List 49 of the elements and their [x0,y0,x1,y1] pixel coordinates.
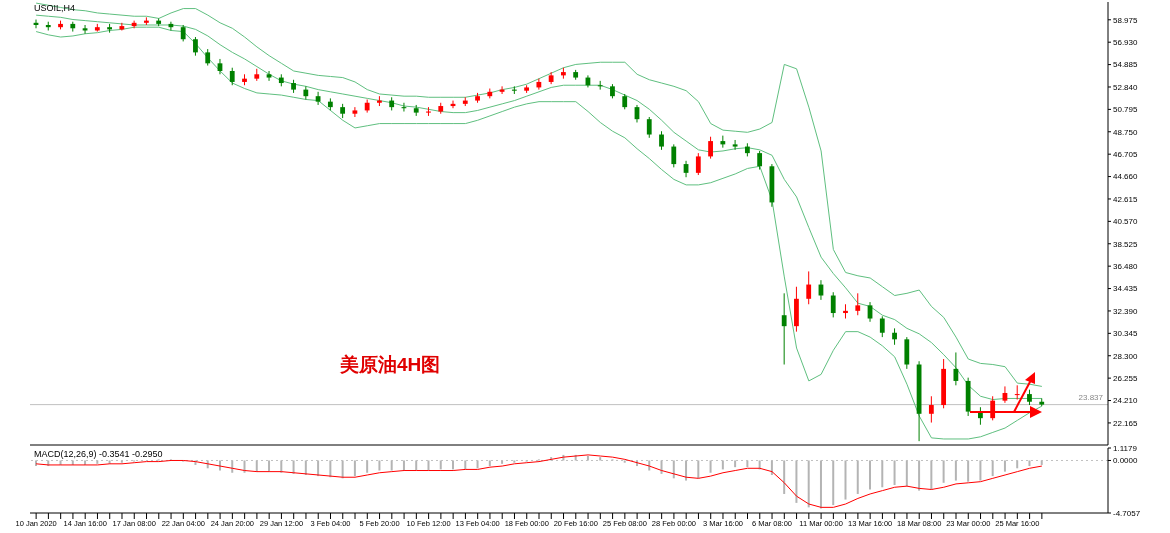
y-tick-label: 46.705 [1113,150,1139,160]
candlestick [193,36,198,57]
chart-title: MACD(12,26,9) -0.3541 -0.2950 [34,449,163,459]
y-tick-label: 30.345 [1113,329,1139,339]
y-tick-label: 34.435 [1113,284,1139,294]
y-tick-label: -4.7057 [1113,508,1141,518]
candlestick [119,22,125,31]
candlestick [659,130,664,151]
candlestick [806,270,812,305]
candlestick [953,351,959,386]
y-tick-label: 0.0000 [1113,456,1139,466]
y-tick-label: 40.570 [1113,217,1139,227]
y-tick-label: 42.615 [1113,194,1139,204]
y-tick-label: 48.750 [1113,127,1139,137]
candlestick [781,292,787,365]
ref-line-label: 23.837 [1078,392,1104,402]
chart-title: USOIL,H4 [34,3,76,13]
annotation: 美原油4H图 [340,353,441,377]
candlestick [671,143,677,168]
y-tick-label: 28.300 [1113,351,1139,361]
y-tick-label: 38.525 [1113,239,1139,249]
candlestick [928,395,934,424]
y-tick-label: 32.390 [1113,306,1139,316]
y-tick-label: 52.840 [1113,82,1139,92]
candlestick [695,152,701,176]
candlestick [757,150,763,171]
y-tick-label: 54.885 [1113,60,1139,70]
candlestick [843,303,848,320]
candlestick [646,116,652,139]
y-tick-label: 1.1179 [1113,443,1138,453]
candlestick [732,139,738,151]
y-tick-label: 24.210 [1113,396,1139,406]
y-tick-label: 58.975 [1113,15,1139,25]
y-tick-label: 50.795 [1113,105,1139,115]
candlestick [830,291,836,318]
candlestick [855,292,861,316]
candlestick [879,315,885,338]
y-tick-label: 26.255 [1113,373,1139,383]
candlestick [131,20,137,29]
candlestick [315,91,321,106]
candlestick [352,106,358,118]
y-tick-label: 36.480 [1113,262,1139,271]
y-tick-label: 22.165 [1113,418,1139,428]
candlestick [708,136,713,160]
y-tick-label: 44.660 [1113,172,1139,182]
candlestick [266,70,272,82]
candlestick [1014,384,1020,401]
y-tick-label: 56.930 [1113,38,1139,48]
candlestick [536,78,542,91]
